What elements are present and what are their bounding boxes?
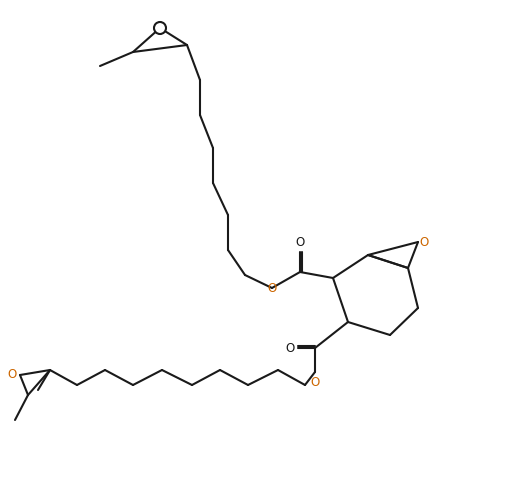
Text: O: O xyxy=(419,236,428,249)
Text: O: O xyxy=(267,281,276,294)
Text: O: O xyxy=(295,236,304,249)
Text: O: O xyxy=(285,341,294,354)
Circle shape xyxy=(154,22,166,34)
Text: O: O xyxy=(310,376,319,389)
Text: O: O xyxy=(8,368,17,382)
